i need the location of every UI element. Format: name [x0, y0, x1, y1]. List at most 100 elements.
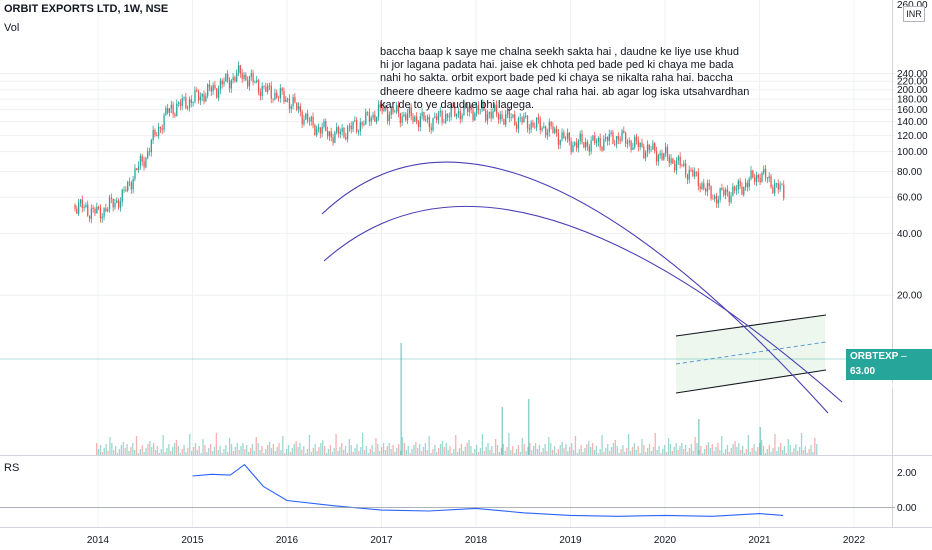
chart-title: ORBIT EXPORTS LTD, 1W, NSE: [4, 3, 169, 15]
volume-bar: [565, 444, 567, 455]
volume-bar: [785, 453, 787, 455]
volume-bar: [390, 449, 392, 455]
volume-bar: [742, 446, 744, 455]
volume-bar: [487, 443, 489, 455]
volume-bar: [225, 445, 227, 455]
volume-bar: [103, 448, 105, 455]
price-candle-body: [176, 103, 178, 116]
volume-bar: [517, 445, 520, 455]
price-candle-body: [325, 121, 327, 131]
price-candle-body: [735, 189, 738, 191]
price-candle-body: [221, 80, 223, 85]
volume-bar: [781, 450, 784, 455]
volume-bar: [553, 446, 556, 455]
volume-bar: [624, 452, 626, 455]
price-candle-body: [261, 86, 263, 96]
price-candle-body: [101, 216, 103, 219]
price-candle-body: [401, 116, 403, 123]
volume-bar: [166, 448, 168, 455]
volume-bar: [679, 446, 681, 455]
volume-bar: [350, 445, 352, 455]
price-candle-body: [768, 176, 770, 179]
volume-bar: [776, 451, 778, 455]
price-candle-body: [461, 115, 463, 120]
volume-bar: [563, 448, 565, 455]
volume-bar: [365, 446, 368, 455]
volume-bar: [591, 443, 594, 455]
price-candle-body: [684, 163, 687, 175]
volume-bar: [419, 444, 421, 455]
price-candle-body: [617, 136, 620, 140]
price-candle-body: [425, 119, 427, 121]
price-candle-body: [372, 114, 374, 118]
volume-bar: [426, 450, 428, 455]
price-candle-body: [405, 114, 407, 121]
volume-bar: [181, 449, 183, 455]
volume-bar: [730, 448, 732, 455]
price-candle-body: [174, 114, 176, 116]
volume-bar: [527, 447, 529, 455]
volume-bar: [352, 452, 354, 455]
volume-bar: [650, 451, 653, 455]
last-price-tag: ORBTEXP – 63.00 13:36:41: [846, 349, 932, 392]
price-candle-body: [606, 136, 609, 142]
price-candle-body: [299, 106, 302, 112]
volume-bar: [312, 448, 314, 455]
price-candle-body: [396, 105, 398, 112]
volume-bar: [472, 453, 474, 455]
volume-bar: [246, 445, 248, 455]
volume-bar: [493, 453, 495, 455]
volume-bar: [210, 444, 212, 455]
price-candle-body: [757, 175, 759, 178]
price-candle-body: [715, 195, 718, 204]
volume-bar: [286, 449, 288, 455]
price-candle-body: [599, 137, 601, 148]
price-candle-body: [750, 170, 752, 179]
price-candle-body: [719, 187, 721, 200]
price-candle-body: [510, 117, 512, 119]
volume-bar: [185, 452, 187, 455]
volume-bar: [496, 445, 499, 455]
currency-button[interactable]: INR: [903, 6, 925, 22]
volume-bar: [778, 447, 780, 455]
price-candle-body: [296, 102, 298, 110]
volume-bar: [629, 451, 632, 455]
volume-bar: [282, 436, 284, 455]
price-candle-body: [699, 186, 701, 190]
volume-bar: [533, 446, 535, 455]
price-candle-body: [465, 103, 467, 107]
price-candle-body: [107, 209, 109, 212]
price-candle-body: [739, 180, 741, 187]
volume-bar: [498, 452, 501, 455]
volume-bar: [267, 445, 269, 455]
price-candle-body: [394, 111, 396, 113]
price-candle-body: [454, 106, 456, 117]
price-candle-body: [374, 114, 376, 122]
price-candle-body: [112, 198, 114, 208]
price-candle-body: [216, 88, 218, 98]
price-candle-body: [305, 113, 307, 120]
volume-spike: [759, 427, 761, 455]
price-candle-body: [277, 97, 280, 99]
volume-bar: [139, 449, 141, 455]
volume-bar: [548, 437, 550, 455]
volume-bar: [489, 450, 491, 455]
price-candle-body: [141, 156, 143, 162]
price-candle-body: [681, 165, 683, 167]
price-candle-body: [230, 80, 232, 89]
price-candle-body: [290, 106, 292, 109]
volume-bar: [177, 446, 179, 455]
volume-bar: [272, 444, 274, 455]
volume-bar: [344, 446, 347, 455]
volume-bar: [329, 445, 331, 455]
price-candle-body: [492, 111, 494, 118]
volume-bar: [189, 434, 191, 455]
volume-bar: [791, 452, 793, 455]
price-candle-body: [123, 189, 125, 191]
annotation-note[interactable]: baccha baap k saye me chalna seekh sakta…: [380, 46, 750, 111]
volume-bar: [468, 440, 470, 455]
volume-bar: [428, 436, 430, 455]
volume-bar: [153, 443, 155, 455]
volume-bar: [325, 453, 328, 455]
